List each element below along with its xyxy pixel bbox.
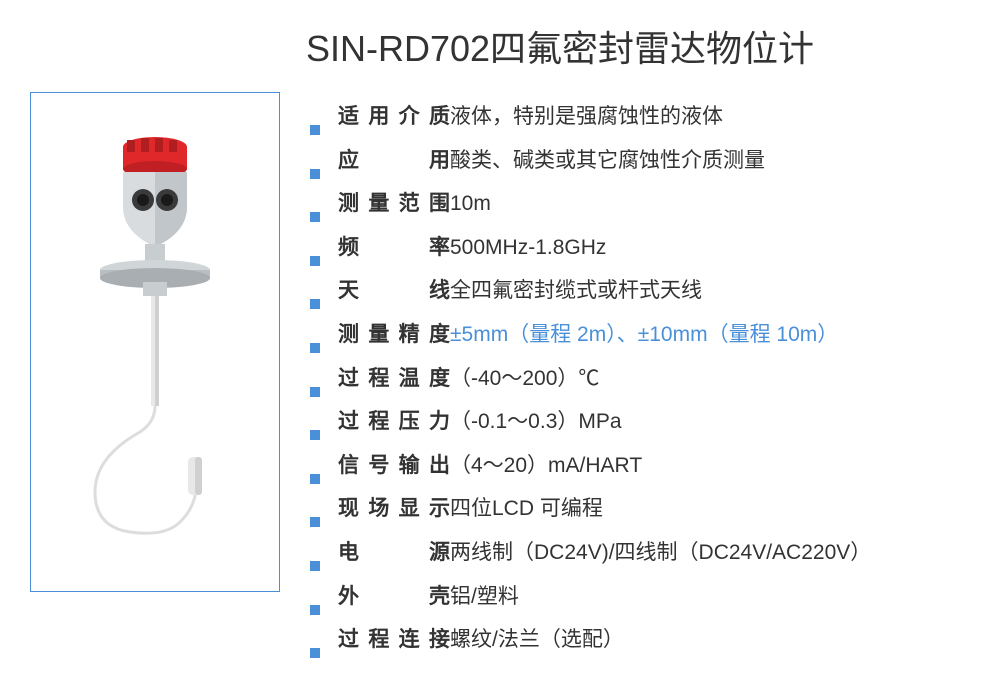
spec-label: 应 用 xyxy=(338,144,450,178)
spec-row: 现场显示四位LCD 可编程 xyxy=(310,492,970,526)
spec-row: 适用介质液体，特别是强腐蚀性的液体 xyxy=(310,100,970,134)
spec-value: 螺纹/法兰（选配） xyxy=(450,623,624,657)
spec-label: 测量范围 xyxy=(338,187,450,221)
product-image-box xyxy=(30,92,280,592)
spec-row: 测量精度±5mm（量程 2m）、±10mm（量程 10m） xyxy=(310,318,970,352)
bullet-icon xyxy=(310,648,320,658)
spec-row: 测量范围10m xyxy=(310,187,970,221)
bullet-icon xyxy=(310,299,320,309)
product-title: SIN-RD702四氟密封雷达物位计 xyxy=(150,20,970,72)
spec-value: （4～20）mA/HART xyxy=(450,449,642,483)
spec-value: 两线制（DC24V)/四线制（DC24V/AC220V） xyxy=(450,536,871,570)
spec-label: 过程温度 xyxy=(338,362,450,396)
bullet-icon xyxy=(310,474,320,484)
spec-row: 应 用酸类、碱类或其它腐蚀性介质测量 xyxy=(310,144,970,178)
bullet-icon xyxy=(310,125,320,135)
spec-label: 测量精度 xyxy=(338,318,450,352)
spec-label: 频 率 xyxy=(338,231,450,265)
spec-label: 天 线 xyxy=(338,274,450,308)
spec-label: 外 壳 xyxy=(338,580,450,614)
product-illustration xyxy=(55,122,255,562)
spec-label: 现场显示 xyxy=(338,492,450,526)
spec-row: 频 率500MHz-1.8GHz xyxy=(310,231,970,265)
spec-value: 全四氟密封缆式或杆式天线 xyxy=(450,274,702,308)
spec-value: 液体，特别是强腐蚀性的液体 xyxy=(450,100,723,134)
bullet-icon xyxy=(310,343,320,353)
spec-value: 铝/塑料 xyxy=(450,580,519,614)
spec-row: 信号输出（4～20）mA/HART xyxy=(310,449,970,483)
spec-value: 酸类、碱类或其它腐蚀性介质测量 xyxy=(450,144,765,178)
spec-row: 外 壳铝/塑料 xyxy=(310,580,970,614)
spec-value: 10m xyxy=(450,187,491,221)
spec-label: 过程压力 xyxy=(338,405,450,439)
spec-label: 过程连接 xyxy=(338,623,450,657)
spec-label: 适用介质 xyxy=(338,100,450,134)
spec-row: 过程温度（-40～200）℃ xyxy=(310,362,970,396)
specs-list: 适用介质液体，特别是强腐蚀性的液体应 用酸类、碱类或其它腐蚀性介质测量测量范围1… xyxy=(310,92,970,667)
spec-value: 四位LCD 可编程 xyxy=(450,492,603,526)
spec-value: 500MHz-1.8GHz xyxy=(450,231,606,265)
spec-value: ±5mm（量程 2m）、±10mm（量程 10m） xyxy=(450,318,838,352)
bullet-icon xyxy=(310,605,320,615)
bullet-icon xyxy=(310,169,320,179)
spec-row: 电 源两线制（DC24V)/四线制（DC24V/AC220V） xyxy=(310,536,970,570)
content-row: 适用介质液体，特别是强腐蚀性的液体应 用酸类、碱类或其它腐蚀性介质测量测量范围1… xyxy=(30,92,970,667)
bullet-icon xyxy=(310,212,320,222)
spec-label: 电 源 xyxy=(338,536,450,570)
bullet-icon xyxy=(310,387,320,397)
spec-value: （-40～200）℃ xyxy=(450,362,599,396)
spec-row: 过程连接螺纹/法兰（选配） xyxy=(310,623,970,657)
spec-row: 过程压力（-0.1～0.3）MPa xyxy=(310,405,970,439)
spec-row: 天 线全四氟密封缆式或杆式天线 xyxy=(310,274,970,308)
spec-value: （-0.1～0.3）MPa xyxy=(450,405,622,439)
bullet-icon xyxy=(310,256,320,266)
bullet-icon xyxy=(310,430,320,440)
bullet-icon xyxy=(310,561,320,571)
bullet-icon xyxy=(310,517,320,527)
spec-label: 信号输出 xyxy=(338,449,450,483)
